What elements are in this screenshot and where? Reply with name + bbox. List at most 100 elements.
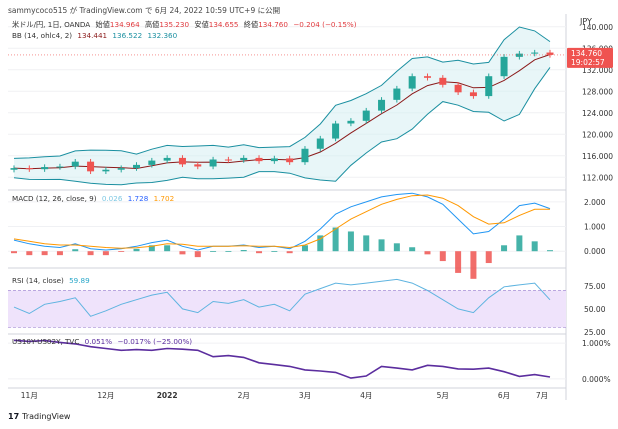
macd-histogram-bar bbox=[470, 251, 477, 279]
macd-histogram-bar bbox=[547, 250, 553, 252]
macd-tick-label: 1.000 bbox=[584, 223, 606, 232]
candle-body bbox=[224, 159, 232, 161]
macd-line bbox=[13, 192, 551, 251]
time-axis-label: 12月 bbox=[97, 391, 114, 400]
macd-histogram-bar bbox=[72, 249, 79, 252]
macd-histogram-bar bbox=[531, 241, 538, 252]
macd-tick-label: 0.000 bbox=[584, 247, 606, 256]
candle-body bbox=[469, 92, 477, 97]
macd-histogram-bar bbox=[424, 251, 431, 255]
tradingview-logo[interactable]: 17 TradingView bbox=[8, 412, 70, 421]
close-label: 終値 bbox=[243, 20, 259, 29]
macd-histogram-bar bbox=[286, 251, 293, 254]
price-tick-label: 116.000 bbox=[582, 152, 613, 161]
symbol-label: 米ドル/円, 1日, OANDA bbox=[12, 20, 91, 29]
bb-legend: BB (14, ohlc4, 2) 134.441 136.522 132.36… bbox=[12, 31, 180, 40]
candle-body bbox=[500, 56, 508, 77]
spread-legend: US10Y-US02Y, TVC 0.051% −0.017% (−25.00%… bbox=[12, 337, 195, 346]
macd-histogram-bar bbox=[439, 251, 446, 262]
bb-lower-line bbox=[13, 67, 551, 186]
low-label: 安値 bbox=[194, 20, 209, 29]
rsi-tick-label: 75.00 bbox=[584, 282, 606, 291]
candle-body bbox=[316, 138, 324, 149]
time-axis-label: 4月 bbox=[360, 391, 372, 400]
bb-basis-value: 134.441 bbox=[77, 31, 108, 40]
macd-histogram-bar bbox=[87, 251, 94, 256]
main-legend: 米ドル/円, 1日, OANDA 始値134.964 高値135.230 安値1… bbox=[12, 20, 360, 30]
candle-body bbox=[332, 123, 340, 139]
candle-body bbox=[56, 166, 64, 168]
macd-tick-label: 2.000 bbox=[584, 198, 606, 207]
candles-layer bbox=[10, 49, 554, 175]
bb-name: BB (14, ohlc4, 2) bbox=[12, 31, 73, 40]
macd-histogram-bar bbox=[11, 251, 17, 254]
tradingview-brand: TradingView bbox=[22, 412, 71, 421]
candle-body bbox=[240, 157, 248, 161]
macd-histogram-bar bbox=[194, 251, 201, 258]
countdown-value: 19:02:57 bbox=[571, 58, 605, 67]
spread-line bbox=[13, 339, 551, 379]
candle-body bbox=[87, 161, 95, 172]
tradingview-logo-icon: 17 bbox=[8, 412, 20, 421]
macd-legend: MACD (12, 26, close, 9) 0.026 1.728 1.70… bbox=[12, 194, 177, 203]
bb-fill-layer bbox=[14, 27, 550, 185]
price-tick-label: 140.000 bbox=[582, 23, 613, 32]
candle-body bbox=[515, 53, 523, 57]
macd-histogram-bar bbox=[347, 231, 354, 252]
candle-body bbox=[163, 157, 171, 161]
last-price-value: 134.760 bbox=[571, 49, 602, 58]
macd-histogram-bar bbox=[164, 245, 171, 252]
rsi-name: RSI (14, close) bbox=[12, 276, 64, 285]
candle-body bbox=[10, 168, 18, 170]
rsi-line bbox=[13, 278, 551, 317]
candle-body bbox=[454, 84, 462, 93]
candle-body bbox=[117, 168, 125, 170]
time-axis-label: 2022 bbox=[157, 391, 178, 400]
macd-histogram-bar bbox=[301, 245, 308, 252]
time-axis-label: 11月 bbox=[21, 391, 38, 400]
low-value: 134.655 bbox=[208, 20, 239, 29]
signal-value: 1.702 bbox=[153, 194, 175, 203]
time-axis-label: 7月 bbox=[536, 391, 548, 400]
macd-histogram-bar bbox=[516, 235, 523, 252]
publish-header: sammycoco515 が TradingView.com で 6月 24, … bbox=[8, 6, 281, 15]
candle-body bbox=[255, 157, 263, 162]
rsi-band-fill bbox=[8, 290, 566, 328]
macd-histogram-bar bbox=[256, 251, 263, 254]
candle-body bbox=[270, 158, 278, 162]
candle-body bbox=[393, 88, 401, 100]
candle-body bbox=[286, 158, 294, 163]
candle-body bbox=[301, 148, 309, 163]
bb-lines-layer bbox=[13, 26, 551, 186]
rsi-value: 59.89 bbox=[69, 276, 90, 285]
currency-label: JPY bbox=[579, 17, 592, 26]
bb-upper-value: 136.522 bbox=[112, 31, 143, 40]
candle-body bbox=[148, 160, 156, 165]
signal-line bbox=[13, 194, 551, 249]
macd-histogram-bar bbox=[102, 251, 109, 256]
bb-band-fill bbox=[14, 27, 550, 185]
macd-hist-value: 0.026 bbox=[101, 194, 123, 203]
candle-body bbox=[347, 120, 355, 124]
macd-histogram-bar bbox=[378, 239, 385, 252]
macd-histogram-bar bbox=[332, 227, 339, 252]
change-value: −0.204 (−0.15%) bbox=[293, 20, 357, 29]
macd-histogram-bar bbox=[133, 248, 140, 252]
rsi-legend: RSI (14, close) 59.89 bbox=[12, 276, 93, 285]
spread-tick-label: 1.000% bbox=[582, 339, 611, 348]
bb-upper-line bbox=[13, 26, 551, 159]
macd-histogram-bar bbox=[409, 247, 416, 252]
axis-layer: 140.000136.000132.000128.000124.000120.0… bbox=[21, 17, 613, 400]
candle-body bbox=[102, 169, 110, 172]
rsi-tick-label: 50.00 bbox=[584, 305, 606, 314]
macd-name: MACD (12, 26, close, 9) bbox=[12, 194, 97, 203]
price-tick-label: 128.000 bbox=[582, 87, 613, 96]
candle-body bbox=[209, 159, 217, 167]
price-tick-label: 112.000 bbox=[582, 173, 613, 182]
macd-histogram-bar bbox=[455, 251, 462, 273]
macd-histogram-bar bbox=[317, 235, 324, 252]
candle-body bbox=[531, 52, 539, 54]
open-value: 134.964 bbox=[109, 20, 140, 29]
